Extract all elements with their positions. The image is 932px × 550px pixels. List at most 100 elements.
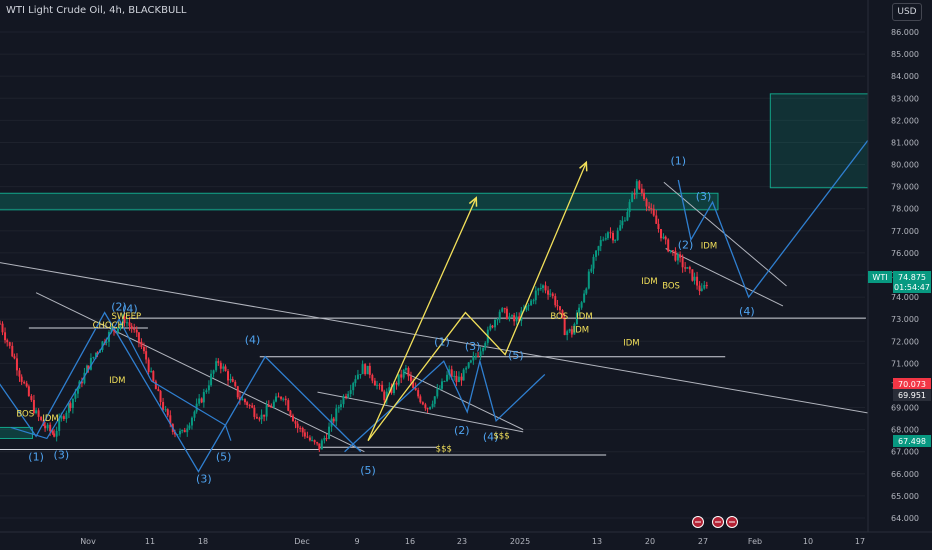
price-tick-label: 86.000 xyxy=(891,28,919,37)
candle-body xyxy=(354,379,357,384)
candle-body xyxy=(465,367,468,370)
wave-label: (1) xyxy=(28,451,44,464)
smc-label: IDM xyxy=(701,241,717,251)
time-tick-label: 2025 xyxy=(510,537,530,546)
candle-body xyxy=(335,408,338,422)
candle-body xyxy=(530,300,533,306)
candle-body xyxy=(691,269,694,281)
candle-body xyxy=(414,388,417,391)
candle-body xyxy=(498,311,501,320)
candle-body xyxy=(373,380,376,386)
candle-body xyxy=(568,329,571,332)
projection-arrow-primary xyxy=(367,197,477,441)
time-tick-label: 10 xyxy=(803,537,813,546)
candle-body xyxy=(113,329,116,331)
candle-body xyxy=(53,433,56,437)
smc-label: IDM xyxy=(109,376,125,386)
candle-body xyxy=(6,340,9,343)
price-tick-label: 76.000 xyxy=(891,249,919,258)
candle-body xyxy=(563,318,566,336)
candle-body xyxy=(179,430,182,435)
candle-body xyxy=(693,276,696,281)
candle-body xyxy=(544,285,547,291)
price-tag xyxy=(893,378,931,390)
projection-arrow-secondary xyxy=(367,162,587,442)
candle-body xyxy=(123,316,126,323)
candle-body xyxy=(676,254,679,261)
candle-body xyxy=(537,288,540,291)
candle-body xyxy=(313,440,316,443)
candle-body xyxy=(508,316,511,320)
candle-body xyxy=(303,432,306,437)
support-zone xyxy=(0,426,33,439)
price-tick-label: 83.000 xyxy=(891,94,919,103)
candle-body xyxy=(446,374,449,381)
candle-body xyxy=(277,396,280,398)
candle-body xyxy=(623,220,626,222)
candle-body xyxy=(356,374,359,380)
candle-body xyxy=(83,372,86,384)
price-tick-label: 77.000 xyxy=(891,227,919,236)
symbol-tag-label: WTI xyxy=(872,273,887,282)
candle-body xyxy=(193,411,196,418)
candle-body xyxy=(94,352,97,357)
candle-body xyxy=(455,375,458,383)
trendline xyxy=(317,391,524,433)
candle-body xyxy=(301,428,304,433)
candle-body xyxy=(263,414,266,417)
candle-body xyxy=(222,366,225,369)
time-tick-label: 11 xyxy=(145,537,155,546)
smc-label: $$$ xyxy=(436,445,452,455)
price-tick-label: 80.000 xyxy=(891,161,919,170)
smc-label: IDM xyxy=(42,414,58,424)
candle-body xyxy=(80,381,83,384)
wave-label: (4) xyxy=(122,303,138,316)
candle-body xyxy=(532,300,535,302)
candle-body xyxy=(421,402,424,405)
candle-body xyxy=(92,356,95,358)
wave-label: (4) xyxy=(739,305,755,318)
candle-body xyxy=(491,325,494,328)
smc-label: BOS xyxy=(550,312,568,322)
candle-body xyxy=(105,341,108,343)
wave-label: (5) xyxy=(508,349,524,362)
candle-body xyxy=(272,401,275,408)
candle-body xyxy=(205,390,208,393)
candle-body xyxy=(643,192,646,200)
candle-body xyxy=(580,302,583,308)
candle-body xyxy=(419,396,422,403)
price-tick-label: 71.000 xyxy=(891,359,919,368)
candle-body xyxy=(219,362,222,369)
price-tag-value: 69.951 xyxy=(898,391,926,400)
candle-body xyxy=(299,427,302,429)
candle-body xyxy=(570,329,573,335)
candle-body xyxy=(267,405,270,407)
candle-body xyxy=(145,351,148,360)
candle-body xyxy=(573,324,576,335)
candle-body xyxy=(126,322,129,324)
candle-body xyxy=(135,329,138,333)
candle-body xyxy=(368,365,371,375)
candle-body xyxy=(606,232,609,239)
wave-label: (5) xyxy=(216,451,232,464)
candle-body xyxy=(505,308,508,320)
candle-body xyxy=(664,236,667,240)
candle-body xyxy=(626,212,629,221)
candle-body xyxy=(489,325,492,330)
candle-body xyxy=(159,391,162,403)
candle-body xyxy=(238,397,241,401)
candle-body xyxy=(376,384,379,386)
candle-body xyxy=(595,250,598,257)
candle-body xyxy=(190,417,193,426)
currency-button[interactable]: USD xyxy=(892,3,922,21)
wave-label: (1) xyxy=(434,336,450,349)
wave-label: (2) xyxy=(454,424,470,437)
candle-body xyxy=(55,430,58,437)
candle-body xyxy=(404,367,407,371)
candle-body xyxy=(700,288,703,292)
candle-body xyxy=(287,400,290,411)
candle-body xyxy=(35,410,38,414)
candle-body xyxy=(662,236,665,239)
